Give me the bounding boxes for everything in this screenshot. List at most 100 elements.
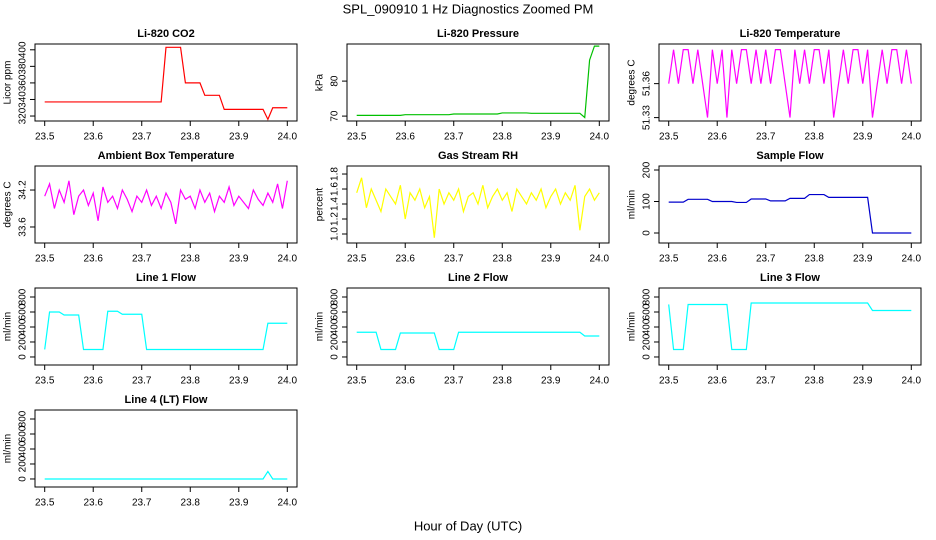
x-tick-label: 23.7 bbox=[132, 254, 152, 265]
y-tick-label: 1.2 bbox=[330, 212, 341, 226]
x-tick-label: 23.6 bbox=[707, 376, 727, 387]
x-tick-label: 24.0 bbox=[278, 376, 298, 387]
x-tick-label: 23.7 bbox=[444, 254, 464, 265]
x-tick-label: 23.9 bbox=[853, 376, 873, 387]
x-tick-label: 24.0 bbox=[278, 498, 298, 509]
y-tick-label: 0 bbox=[330, 354, 341, 360]
x-tick-label: 23.5 bbox=[659, 132, 679, 143]
x-tick-label: 24.0 bbox=[902, 132, 922, 143]
y-tick-label: 600 bbox=[642, 303, 653, 320]
panel-title: Gas Stream RH bbox=[438, 150, 518, 162]
x-tick-label: 23.9 bbox=[853, 254, 873, 265]
data-line bbox=[356, 45, 600, 119]
x-tick-label: 23.9 bbox=[541, 132, 561, 143]
x-axis-label: Hour of Day (UTC) bbox=[414, 518, 522, 533]
data-line bbox=[668, 302, 912, 351]
y-tick-label: 0 bbox=[642, 230, 653, 236]
y-axis-label: degrees C bbox=[3, 181, 14, 227]
y-tick-label: 34.2 bbox=[18, 180, 29, 200]
y-tick-label: 380 bbox=[18, 58, 29, 75]
x-tick-label: 23.5 bbox=[347, 254, 367, 265]
y-tick-label: 0 bbox=[18, 476, 29, 482]
y-axis-label: ml/min bbox=[3, 434, 14, 463]
x-tick-label: 23.8 bbox=[805, 254, 825, 265]
x-tick-label: 23.6 bbox=[707, 254, 727, 265]
y-tick-label: 400 bbox=[330, 318, 341, 335]
x-tick-label: 23.6 bbox=[83, 132, 103, 143]
y-axis-label: percent bbox=[315, 188, 326, 222]
y-tick-label: 400 bbox=[18, 440, 29, 457]
panel-title: Sample Flow bbox=[756, 150, 824, 162]
x-tick-label: 23.7 bbox=[444, 132, 464, 143]
x-tick-label: 23.5 bbox=[35, 132, 55, 143]
y-tick-label: 400 bbox=[642, 318, 653, 335]
x-tick-label: 24.0 bbox=[590, 376, 610, 387]
x-tick-label: 23.8 bbox=[805, 376, 825, 387]
y-axis-label: ml/min bbox=[627, 190, 638, 219]
y-tick-label: 0 bbox=[18, 354, 29, 360]
plot-frame bbox=[34, 409, 298, 488]
x-tick-label: 23.8 bbox=[493, 376, 513, 387]
y-tick-label: 33.6 bbox=[18, 217, 29, 237]
y-tick-label: 200 bbox=[18, 333, 29, 350]
y-tick-label: 600 bbox=[18, 303, 29, 320]
x-tick-label: 24.0 bbox=[590, 132, 610, 143]
y-tick-label: 800 bbox=[642, 288, 653, 305]
plot-frame bbox=[34, 287, 298, 366]
x-tick-label: 23.5 bbox=[659, 254, 679, 265]
x-tick-label: 23.9 bbox=[229, 254, 249, 265]
x-tick-label: 24.0 bbox=[278, 254, 298, 265]
y-tick-label: 400 bbox=[18, 318, 29, 335]
data-line bbox=[356, 331, 600, 351]
x-tick-label: 23.6 bbox=[83, 376, 103, 387]
x-tick-label: 23.7 bbox=[444, 376, 464, 387]
x-tick-label: 23.5 bbox=[347, 132, 367, 143]
x-tick-label: 23.7 bbox=[132, 132, 152, 143]
data-line bbox=[356, 177, 600, 238]
x-tick-label: 23.8 bbox=[493, 132, 513, 143]
data-line bbox=[44, 180, 288, 225]
x-tick-label: 23.5 bbox=[35, 376, 55, 387]
x-tick-label: 23.7 bbox=[756, 254, 776, 265]
y-tick-label: 1.0 bbox=[330, 227, 341, 241]
x-tick-label: 23.8 bbox=[181, 254, 201, 265]
y-tick-label: 0 bbox=[642, 354, 653, 360]
y-tick-label: 51.36 bbox=[642, 71, 653, 96]
x-tick-label: 23.9 bbox=[229, 376, 249, 387]
x-tick-label: 23.6 bbox=[83, 498, 103, 509]
y-tick-label: 200 bbox=[18, 455, 29, 472]
y-axis-label: ml/min bbox=[315, 312, 326, 341]
plot-frame bbox=[658, 287, 922, 366]
panel-title: Li-820 Pressure bbox=[437, 28, 519, 40]
x-tick-label: 23.9 bbox=[229, 498, 249, 509]
data-line bbox=[668, 49, 912, 118]
y-tick-label: 1.4 bbox=[330, 197, 341, 211]
x-tick-label: 24.0 bbox=[902, 376, 922, 387]
x-tick-label: 23.6 bbox=[395, 254, 415, 265]
panel-title: Li-820 Temperature bbox=[740, 28, 841, 40]
x-tick-label: 23.9 bbox=[541, 376, 561, 387]
plot-frame bbox=[658, 165, 922, 244]
x-tick-label: 23.7 bbox=[756, 376, 776, 387]
y-axis-label: ml/min bbox=[3, 312, 14, 341]
x-tick-label: 23.9 bbox=[541, 254, 561, 265]
y-tick-label: 800 bbox=[18, 288, 29, 305]
data-line bbox=[668, 193, 912, 234]
y-tick-label: 360 bbox=[18, 74, 29, 91]
x-tick-label: 23.7 bbox=[132, 498, 152, 509]
y-tick-label: 800 bbox=[330, 288, 341, 305]
y-tick-label: 200 bbox=[330, 333, 341, 350]
x-tick-label: 23.6 bbox=[707, 132, 727, 143]
y-tick-label: 320 bbox=[18, 107, 29, 124]
panel-title: Li-820 CO2 bbox=[137, 28, 194, 40]
y-axis-label: degrees C bbox=[627, 59, 638, 105]
plot-frame bbox=[34, 165, 298, 244]
y-tick-label: 340 bbox=[18, 91, 29, 108]
y-tick-label: 600 bbox=[330, 303, 341, 320]
data-line bbox=[44, 310, 288, 351]
y-tick-label: 200 bbox=[642, 161, 653, 178]
y-tick-label: 800 bbox=[18, 410, 29, 427]
x-tick-label: 23.6 bbox=[83, 254, 103, 265]
panel-title: Line 3 Flow bbox=[760, 272, 820, 284]
panel-title: Line 4 (LT) Flow bbox=[125, 394, 208, 406]
